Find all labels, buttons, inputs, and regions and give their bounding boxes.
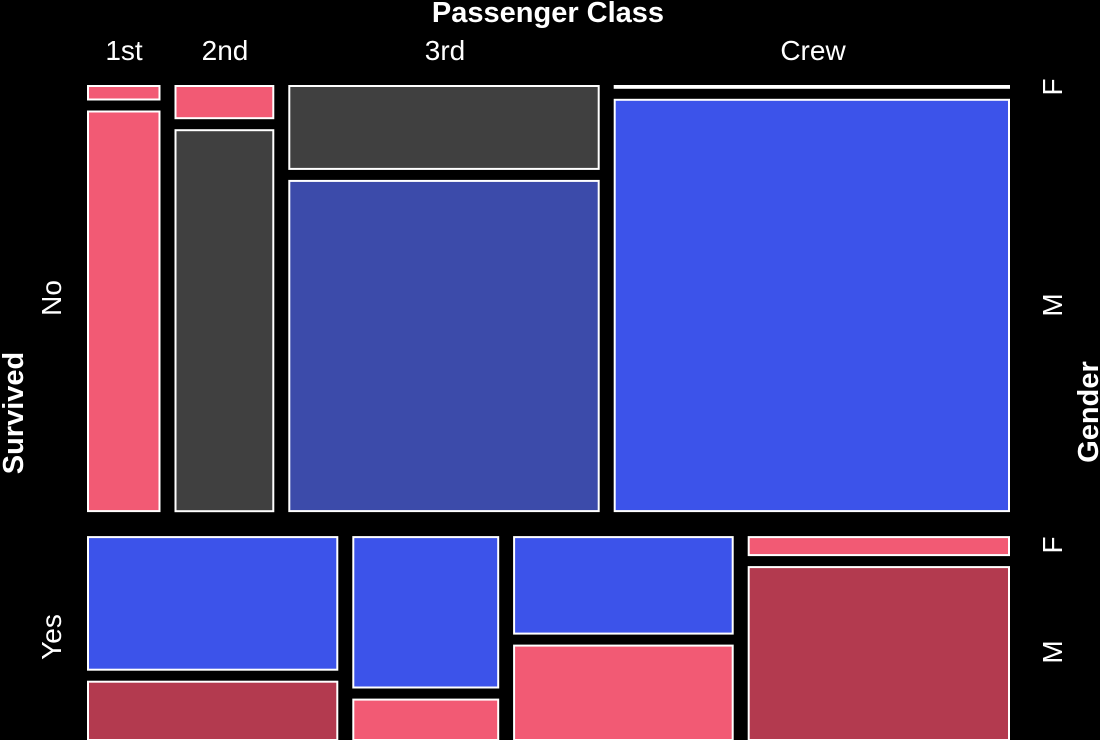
survived-label-yes: Yes	[36, 614, 67, 660]
cell-yes-1st-m	[87, 680, 339, 740]
right-variable-title: Gender	[1073, 361, 1100, 463]
cell-no-crew-f	[613, 85, 1010, 89]
cell-no-2nd-m	[174, 129, 275, 513]
cell-no-3rd-f	[288, 85, 600, 170]
top-variable-title: Passenger Class	[432, 0, 664, 29]
gender-label-m-bottom: M	[1037, 640, 1068, 663]
cell-yes-crew-f	[747, 536, 1010, 557]
cell-no-1st-f	[87, 85, 161, 101]
mosaic-cells	[87, 85, 1010, 740]
cell-no-1st-m	[87, 110, 161, 513]
cell-no-crew-m	[613, 98, 1010, 513]
survived-label-no: No	[36, 280, 67, 316]
left-variable-title: Survived	[0, 352, 30, 475]
cell-yes-3rd-f	[513, 536, 734, 635]
gender-label-m-top: M	[1037, 293, 1068, 316]
class-label-3rd: 3rd	[425, 35, 465, 66]
cell-yes-2nd-m	[352, 698, 500, 740]
cell-yes-1st-f	[87, 536, 339, 671]
class-label-1st: 1st	[105, 35, 143, 66]
cell-yes-crew-m	[747, 566, 1010, 740]
cell-no-2nd-f	[174, 85, 275, 120]
cell-yes-2nd-f	[352, 536, 500, 689]
gender-label-f-top: F	[1037, 78, 1068, 95]
class-label-crew: Crew	[780, 35, 846, 66]
class-label-2nd: 2nd	[202, 35, 249, 66]
cell-no-3rd-m	[288, 179, 600, 513]
cell-yes-3rd-m	[513, 644, 734, 740]
gender-label-f-bottom: F	[1037, 536, 1068, 553]
